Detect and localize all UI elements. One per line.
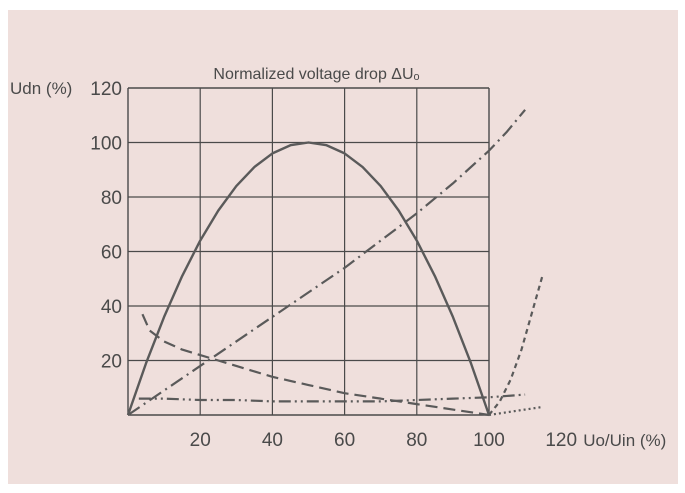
chart-title: Normalized voltage drop ΔUₒ (213, 66, 419, 83)
x-tick-label: 120 (545, 430, 577, 451)
y-tick-label: 120 (90, 79, 122, 100)
grid (127, 87, 490, 416)
chart-panel: 20 40 60 80 100 120 20 40 60 80 100 120 Normalized … (8, 10, 678, 484)
y-tick-label: 80 (101, 188, 122, 209)
series-line-dash-dot-dot (138, 393, 526, 403)
series-group (126, 109, 545, 417)
y-tick-label: 40 (101, 297, 122, 318)
series-line-solid (126, 141, 491, 416)
x-tick-label: 60 (334, 430, 355, 451)
series-line-dashed (141, 313, 490, 417)
x-axis-label: Uo/Uin (%) (583, 431, 666, 450)
tick-labels: 20 40 60 80 100 120 20 40 60 80 100 120 (90, 79, 577, 451)
voltage-drop-chart: 20 40 60 80 100 120 20 40 60 80 100 120 Normalized … (10, 66, 666, 451)
y-axis-label: Udn (%) (10, 79, 72, 98)
y-tick-label: 100 (90, 134, 122, 155)
x-tick-label: 20 (190, 430, 211, 451)
x-tick-label: 80 (406, 430, 427, 451)
y-tick-label: 60 (101, 243, 122, 264)
x-tick-label: 100 (473, 430, 505, 451)
series-line-short-dash (488, 272, 545, 416)
series-line-dash-dot (127, 109, 526, 416)
series-line-dotted (488, 405, 544, 417)
x-tick-label: 40 (262, 430, 283, 451)
y-tick-label: 20 (101, 352, 122, 373)
